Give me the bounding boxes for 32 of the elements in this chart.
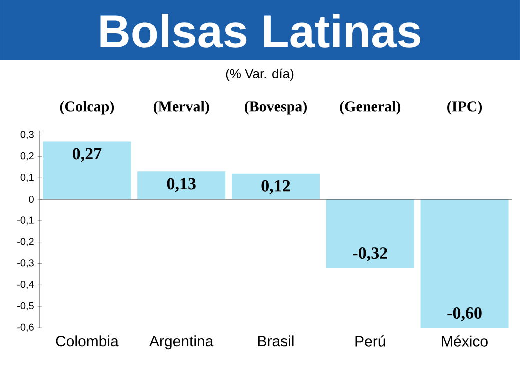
bar bbox=[43, 142, 132, 200]
text: (General) bbox=[340, 101, 401, 115]
y-tick-label: -0,5 bbox=[18, 302, 34, 311]
y-tick-label: -0,3 bbox=[18, 260, 34, 268]
y-tick-label: 0,3 bbox=[20, 131, 34, 140]
text: (Colcap) bbox=[60, 101, 114, 115]
chart-subtitle: (% Var. día) bbox=[226, 68, 294, 82]
y-tick-label: 0,2 bbox=[20, 152, 34, 161]
data-label: -0,32 bbox=[353, 248, 388, 262]
x-tick-label: México bbox=[442, 336, 488, 347]
x-tick-label: Brasil bbox=[258, 336, 294, 347]
bar bbox=[138, 172, 226, 200]
data-label: 0,27 bbox=[72, 148, 102, 162]
x-tick-label: Colombia bbox=[56, 336, 119, 347]
x-tick-label: Perú bbox=[356, 336, 386, 347]
text: (IPC) bbox=[448, 101, 482, 115]
y-tick-label: 0 bbox=[29, 196, 34, 204]
y-tick-label: 0,1 bbox=[20, 174, 34, 182]
y-tick-label: -0,2 bbox=[18, 238, 34, 246]
bar bbox=[326, 200, 414, 268]
y-tick-label: -0,1 bbox=[18, 216, 34, 226]
data-label: 0,13 bbox=[167, 178, 196, 192]
data-label: -0,60 bbox=[448, 308, 482, 322]
y-tick-label: -0,4 bbox=[18, 281, 34, 290]
text: (Merval) bbox=[154, 101, 210, 115]
x-tick-label: Argentina bbox=[150, 336, 214, 350]
bar bbox=[420, 200, 509, 328]
y-tick-label: -0,6 bbox=[18, 324, 34, 332]
data-label: 0,12 bbox=[262, 180, 290, 194]
bar bbox=[232, 174, 320, 200]
chart-title: Bolsas Latinas bbox=[100, 14, 420, 48]
text: (Bovespa) bbox=[244, 101, 307, 115]
